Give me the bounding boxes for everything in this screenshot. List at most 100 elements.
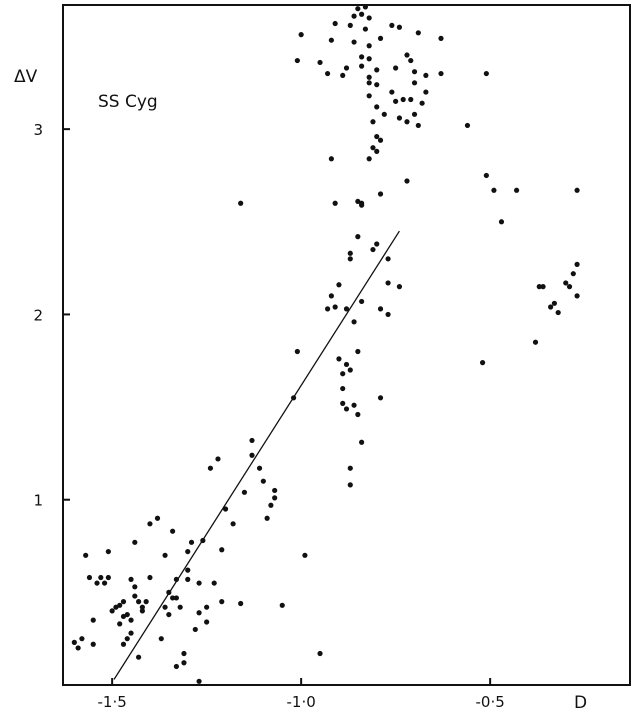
data-point bbox=[132, 539, 138, 545]
data-point bbox=[173, 576, 179, 582]
data-point bbox=[328, 156, 334, 162]
data-point bbox=[302, 552, 308, 558]
data-point bbox=[351, 319, 357, 325]
data-point bbox=[347, 465, 353, 471]
data-point bbox=[351, 13, 357, 19]
data-point bbox=[181, 650, 187, 657]
data-point bbox=[411, 111, 418, 117]
data-point bbox=[196, 678, 202, 684]
data-point bbox=[377, 35, 384, 41]
data-point bbox=[385, 280, 391, 286]
data-point bbox=[366, 80, 372, 86]
data-point bbox=[366, 15, 372, 21]
data-points bbox=[71, 4, 580, 684]
data-point bbox=[366, 43, 372, 49]
x-axis-ticks: -1·5 -1·0 -0·5 bbox=[97, 678, 505, 711]
data-point bbox=[393, 98, 399, 104]
data-point bbox=[128, 617, 134, 623]
data-point bbox=[540, 284, 546, 290]
data-point bbox=[355, 348, 361, 355]
data-point bbox=[170, 528, 176, 534]
data-point bbox=[256, 465, 263, 471]
data-point bbox=[332, 20, 338, 27]
data-point bbox=[101, 580, 108, 586]
data-point bbox=[139, 608, 145, 614]
data-point bbox=[268, 502, 274, 508]
data-point bbox=[249, 452, 255, 458]
data-point bbox=[162, 604, 168, 610]
data-point bbox=[241, 489, 248, 495]
data-point bbox=[393, 65, 399, 71]
data-point bbox=[192, 626, 198, 633]
data-point bbox=[536, 284, 542, 290]
data-point bbox=[279, 602, 285, 608]
data-point bbox=[188, 539, 195, 545]
data-point bbox=[396, 284, 403, 290]
data-point bbox=[347, 22, 353, 28]
data-point bbox=[385, 311, 391, 318]
data-point bbox=[362, 4, 368, 10]
data-point bbox=[340, 371, 346, 377]
data-point bbox=[294, 57, 300, 64]
data-point bbox=[377, 306, 384, 312]
data-point bbox=[374, 67, 380, 73]
data-point bbox=[366, 74, 372, 80]
x-tick-label: -1·5 bbox=[97, 693, 126, 711]
data-point bbox=[415, 122, 421, 129]
data-point bbox=[483, 172, 489, 179]
data-point bbox=[359, 54, 365, 60]
x-tick-label: -1·0 bbox=[286, 693, 315, 711]
data-point bbox=[347, 482, 353, 488]
data-point bbox=[389, 22, 395, 28]
data-point bbox=[200, 537, 206, 544]
data-point bbox=[555, 309, 561, 316]
fit-line bbox=[113, 230, 400, 680]
data-point bbox=[374, 241, 380, 247]
data-point bbox=[290, 395, 297, 401]
data-point bbox=[211, 580, 217, 586]
chart-annotation: SS Cyg bbox=[98, 92, 158, 112]
data-point bbox=[438, 70, 444, 77]
data-point bbox=[404, 52, 410, 58]
data-point bbox=[351, 402, 357, 408]
data-point bbox=[120, 641, 127, 647]
data-point bbox=[143, 599, 149, 605]
data-point bbox=[196, 610, 202, 616]
data-point bbox=[340, 400, 346, 406]
data-point bbox=[366, 156, 372, 162]
data-point bbox=[423, 89, 429, 95]
data-point bbox=[355, 411, 361, 418]
data-point bbox=[147, 521, 153, 527]
data-point bbox=[351, 39, 357, 45]
data-point bbox=[117, 621, 123, 627]
y-tick-label: 1 bbox=[33, 492, 43, 510]
data-point bbox=[483, 70, 489, 77]
data-point bbox=[498, 219, 505, 225]
data-point bbox=[204, 604, 210, 610]
data-point bbox=[374, 82, 380, 88]
data-point bbox=[166, 611, 172, 618]
data-point bbox=[343, 406, 350, 412]
data-point bbox=[347, 367, 353, 373]
data-point bbox=[294, 348, 300, 355]
data-point bbox=[464, 122, 471, 129]
data-point bbox=[359, 11, 365, 17]
data-point bbox=[370, 246, 376, 253]
data-point bbox=[374, 148, 380, 154]
data-point bbox=[574, 293, 580, 299]
data-point bbox=[79, 636, 85, 642]
data-point bbox=[317, 650, 323, 657]
data-point bbox=[532, 339, 539, 345]
data-point bbox=[370, 145, 376, 151]
data-point bbox=[204, 619, 210, 625]
data-point bbox=[185, 576, 191, 582]
data-point bbox=[124, 611, 130, 618]
data-point bbox=[71, 639, 77, 645]
data-point bbox=[238, 600, 244, 607]
data-point bbox=[272, 487, 278, 494]
x-axis-label: D bbox=[574, 693, 587, 713]
data-point bbox=[514, 187, 520, 193]
data-point bbox=[328, 37, 334, 43]
data-point bbox=[396, 24, 403, 30]
data-point bbox=[120, 599, 127, 605]
